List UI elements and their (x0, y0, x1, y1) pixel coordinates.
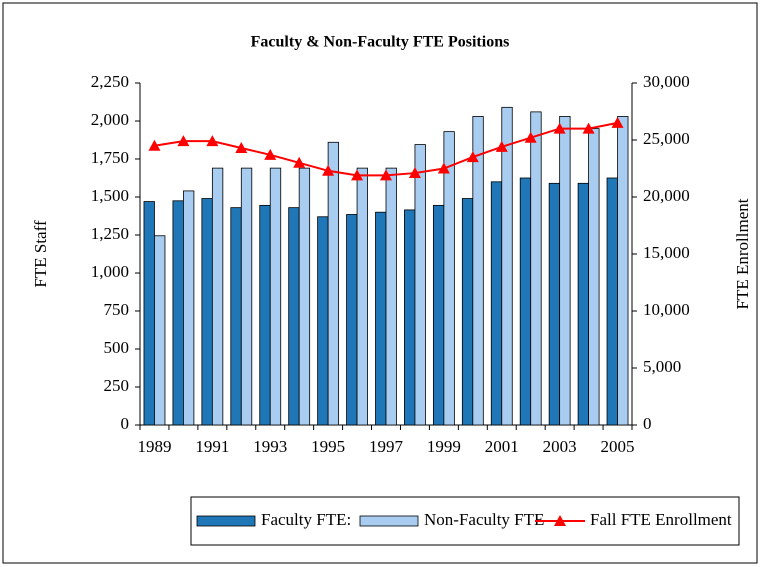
marker (611, 116, 624, 128)
bar (240, 167, 253, 426)
bar (211, 167, 224, 426)
bar (472, 116, 484, 426)
legend-label: Non-Faculty FTE (424, 510, 544, 529)
y-tick-label: 1,000 (91, 262, 129, 281)
marker (264, 148, 277, 160)
bar (617, 116, 629, 426)
marker (206, 135, 219, 147)
chart-title: Faculty & Non-Faculty FTE Positions (251, 34, 510, 51)
legend-swatch (359, 515, 419, 527)
y-tick-label: 2,000 (91, 110, 129, 129)
bar (461, 198, 474, 426)
y2-tick-label: 30,000 (643, 72, 690, 91)
y-tick-label: 250 (104, 376, 130, 395)
bar (404, 209, 416, 426)
bar (443, 131, 455, 426)
x-tick-label: 1997 (369, 437, 404, 456)
x-tick-label: 2005 (601, 437, 635, 456)
bar (432, 204, 445, 426)
y2-tick-label: 5,000 (643, 357, 681, 376)
y-tick-label: 2,250 (91, 72, 129, 91)
y-axis-title: FTE Staff (31, 220, 50, 288)
bar (414, 144, 426, 426)
marker (466, 151, 479, 163)
marker (177, 135, 190, 147)
bar (501, 106, 513, 426)
marker (351, 169, 364, 181)
y-tick-label: 1,500 (91, 186, 129, 205)
marker (408, 167, 421, 179)
legend-box (190, 496, 740, 546)
bar (519, 177, 532, 426)
bar (577, 182, 589, 426)
y2-tick-label: 15,000 (643, 243, 690, 262)
x-tick-label: 1989 (137, 437, 171, 456)
bar (548, 182, 561, 426)
bar (230, 207, 242, 426)
bar (183, 190, 195, 426)
x-tick-label: 1991 (195, 437, 229, 456)
y-tick-label: 1,750 (91, 148, 129, 167)
bar (143, 201, 155, 426)
bar (259, 204, 271, 426)
y-tick-label: 500 (104, 338, 130, 357)
marker (553, 122, 566, 134)
y2-tick-label: 0 (643, 414, 652, 433)
marker (582, 122, 595, 134)
legend-marker (554, 515, 566, 526)
bar (375, 211, 387, 426)
marker (235, 141, 248, 153)
bar (346, 214, 358, 426)
y2-tick-label: 10,000 (643, 300, 690, 319)
x-tick-label: 1995 (311, 437, 345, 456)
bar (269, 167, 282, 426)
legend-label: Faculty FTE: (261, 510, 351, 529)
bar (588, 128, 600, 426)
marker (495, 140, 508, 152)
y-tick-label: 750 (104, 300, 130, 319)
marker (148, 139, 161, 151)
marker (322, 164, 335, 176)
x-tick-label: 1999 (427, 437, 461, 456)
bar (559, 116, 571, 426)
y-tick-label: 0 (121, 414, 130, 433)
bar (606, 177, 618, 426)
marker (380, 169, 392, 181)
marker (524, 131, 537, 143)
y2-axis-title: FTE Enrollment (733, 198, 752, 309)
y2-tick-label: 20,000 (643, 186, 690, 205)
bar (172, 200, 184, 426)
bar (356, 167, 368, 426)
y-tick-label: 1,250 (91, 224, 129, 243)
bar (201, 198, 213, 426)
bar (385, 167, 397, 426)
bar (327, 141, 340, 426)
bar (154, 235, 166, 426)
y2-tick-label: 25,000 (643, 129, 690, 148)
marker (293, 156, 306, 168)
legend-label: Fall FTE Enrollment (590, 510, 732, 529)
x-tick-label: 2001 (485, 437, 519, 456)
bar (490, 181, 503, 426)
x-tick-label: 2003 (543, 437, 577, 456)
bar (288, 207, 300, 426)
marker (437, 162, 450, 174)
bar (317, 216, 329, 426)
x-tick-label: 1993 (253, 437, 287, 456)
bar (530, 111, 542, 426)
legend-swatch (196, 515, 256, 527)
bar (298, 167, 311, 426)
